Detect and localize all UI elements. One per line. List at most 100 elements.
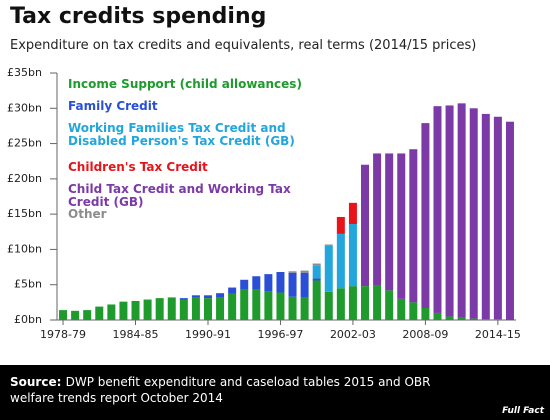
bar-segment [191,297,200,320]
bar-segment [312,263,321,266]
y-tick-label: £20bn [7,172,42,185]
chart: £0bn £5bn £10bn £15bn £20bn £25bn £30bn £35bn 19… [7,66,521,341]
legend-entry: Child Tax Credit and Working Tax Credit … [68,182,291,209]
bar-segment [361,164,370,287]
bar-segment [288,272,297,297]
legend-entry: Children's Tax Credit [68,160,208,174]
y-tick-label: £30bn [7,101,42,114]
bar-segment [469,318,478,320]
x-tick-label: 1978-79 [40,328,86,341]
legend-entry: Income Support (child allowances) [68,77,302,91]
source-label: Source: [10,375,62,389]
bar-segment [493,116,502,320]
y-tick-label: £10bn [7,242,42,255]
source: Source: DWP benefit expenditure and case… [10,374,460,406]
bar-segment [336,288,345,320]
bar-segment [131,300,140,320]
bar-segment [240,289,249,320]
bar-segment [264,274,273,292]
y-tick-label: £15bn [7,207,42,220]
bar-segment [373,153,382,286]
chart-title: Tax credits spending [10,4,267,29]
bar-segment [264,291,273,320]
bar-segment [397,153,406,299]
bar-segment [143,299,152,320]
bar-segment [216,297,225,320]
bar-segment [300,270,309,273]
bar-segment [409,302,418,320]
bar-segment [59,310,68,320]
bar-segment [445,316,454,320]
bar-segment [288,296,297,320]
bar-segment [469,108,478,319]
bar-segment [155,298,164,320]
bar-segment [336,233,345,289]
bar-segment [457,103,466,318]
bar-segment [385,290,394,320]
bar-segment [95,306,104,320]
bar-segment [119,301,128,320]
bar-segment [385,153,394,291]
bar-segment [228,287,237,294]
x-tick-label: 1996-97 [257,328,303,341]
x-tick-label: 1990-91 [185,328,231,341]
y-tick-label: £35bn [7,66,42,79]
legend-entry: Family Credit [68,99,158,113]
bar-segment [312,278,321,281]
bar-segment [336,216,345,234]
y-tick-label: £25bn [7,137,42,150]
bar-segment [300,297,309,320]
bar-segment [107,304,116,320]
bar-segment [433,106,442,313]
bar-segment [409,149,418,303]
bar-segment [252,289,261,320]
x-tick-label: 2014-15 [475,328,521,341]
x-tick-label: 2002-03 [330,328,376,341]
x-tick-label: 2008-09 [402,328,448,341]
bar-segment [361,286,370,320]
bar-segment [71,310,80,320]
bar-segment [312,265,321,279]
bar-segment [373,285,382,320]
bar-segment [481,319,490,320]
bar-segment [216,293,225,298]
bar-segment [421,308,430,320]
logo: Full Fact [502,406,544,416]
y-tick-label: £5bn [14,278,42,291]
bar-segment [276,272,285,293]
bar-segment [179,299,188,320]
bar-segment [481,113,490,320]
legend-entry: Other [68,207,107,221]
bar-segment [324,244,333,246]
bar-segment [191,295,200,298]
bar-segment [505,121,514,321]
bar-segment [421,123,430,309]
bar-segment [445,105,454,317]
bar-segment [276,292,285,320]
bar-segment [397,298,406,320]
bar-segment [203,295,212,299]
bar-segment [228,293,237,320]
bar-segment [240,279,249,290]
chart-subtitle: Expenditure on tax credits and equivalen… [10,38,477,53]
bar-segment [300,272,309,298]
bar-segment [493,319,502,320]
bar-segment [179,298,188,300]
bar-segment [433,312,442,320]
y-tick-label: £0bn [14,313,42,326]
bar-segment [348,286,357,320]
bar-segment [203,298,212,320]
x-tick-label: 1984-85 [113,328,159,341]
bar-segment [457,317,466,320]
bar-segment [288,271,297,273]
bar-segment [324,245,333,292]
source-text: DWP benefit expenditure and caseload tab… [10,375,431,405]
legend-entry: Working Families Tax Credit and Disabled… [68,121,295,148]
bar-segment [312,280,321,320]
bar-segment [252,276,261,290]
bar-segment [348,202,357,225]
footer: Source: DWP benefit expenditure and case… [0,365,550,420]
bar-segment [167,297,176,320]
bar-segment [348,224,357,287]
